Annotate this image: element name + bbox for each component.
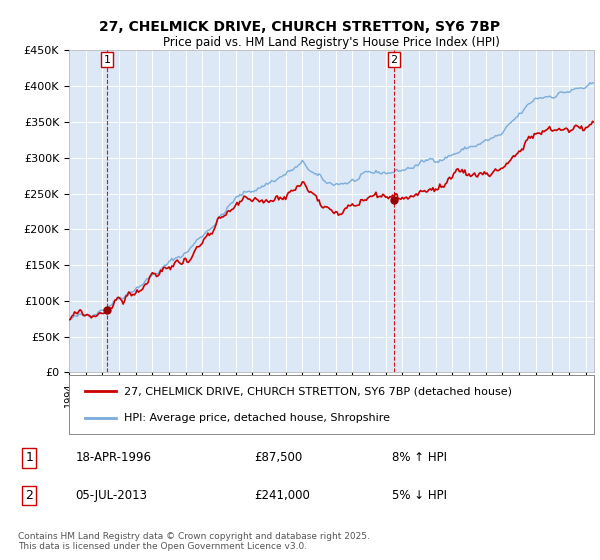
Text: £241,000: £241,000 [254,489,310,502]
Text: 18-APR-1996: 18-APR-1996 [76,451,151,464]
Text: £87,500: £87,500 [254,451,302,464]
Text: 8% ↑ HPI: 8% ↑ HPI [392,451,447,464]
Text: 2: 2 [391,55,398,65]
Text: 27, CHELMICK DRIVE, CHURCH STRETTON, SY6 7BP (detached house): 27, CHELMICK DRIVE, CHURCH STRETTON, SY6… [124,386,512,396]
Text: 27, CHELMICK DRIVE, CHURCH STRETTON, SY6 7BP: 27, CHELMICK DRIVE, CHURCH STRETTON, SY6… [100,20,500,34]
Text: 1: 1 [25,451,33,464]
Title: Price paid vs. HM Land Registry's House Price Index (HPI): Price paid vs. HM Land Registry's House … [163,36,500,49]
Text: HPI: Average price, detached house, Shropshire: HPI: Average price, detached house, Shro… [124,413,390,423]
Text: 2: 2 [25,489,33,502]
Text: 05-JUL-2013: 05-JUL-2013 [76,489,148,502]
Text: 1: 1 [104,55,110,65]
Text: Contains HM Land Registry data © Crown copyright and database right 2025.
This d: Contains HM Land Registry data © Crown c… [18,532,370,552]
Text: 5% ↓ HPI: 5% ↓ HPI [392,489,447,502]
